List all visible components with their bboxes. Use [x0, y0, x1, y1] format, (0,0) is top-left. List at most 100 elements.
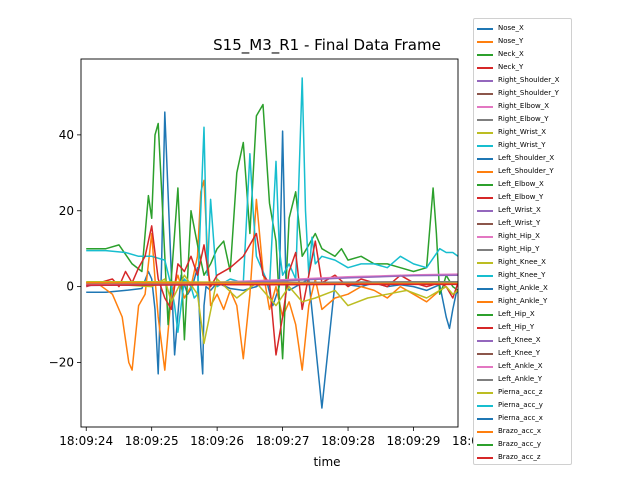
- legend-label: Right_Ankle_X: [498, 284, 548, 292]
- legend-label: Right_Shoulder_X: [498, 76, 560, 84]
- series-line-brazo-acc-z: [85, 225, 458, 356]
- legend-item: Right_Shoulder_Y: [474, 87, 573, 100]
- y-tick-label: 0: [66, 280, 74, 294]
- series-line-brazo-acc-x: [86, 179, 458, 371]
- legend-item: Left_Ankle_X: [474, 360, 573, 373]
- legend-label: Left_Ankle_X: [498, 362, 543, 370]
- legend-item: Brazo_acc_y: [474, 438, 573, 451]
- legend-item: Neck_X: [474, 48, 573, 61]
- legend-item: Right_Knee_Y: [474, 269, 573, 282]
- legend-item: Left_Wrist_Y: [474, 217, 573, 230]
- legend-item: Right_Hip_X: [474, 230, 573, 243]
- legend-swatch: [477, 171, 493, 173]
- legend-label: Left_Wrist_Y: [498, 219, 541, 227]
- legend-item: Left_Wrist_X: [474, 204, 573, 217]
- legend-label: Left_Knee_Y: [498, 349, 541, 357]
- legend-item: Left_Knee_Y: [474, 347, 573, 360]
- x-tick-label: 18:09:27: [256, 434, 310, 448]
- y-tick-label: 40: [59, 128, 74, 142]
- legend-item: Right_Wrist_X: [474, 126, 573, 139]
- legend-label: Left_Knee_X: [498, 336, 541, 344]
- legend-label: Right_Elbow_X: [498, 102, 550, 110]
- series-line-pierna-acc-x: [86, 111, 458, 409]
- legend-item: Right_Hip_Y: [474, 243, 573, 256]
- legend-label: Pierna_acc_z: [498, 388, 543, 396]
- legend-swatch: [477, 314, 493, 316]
- y-tick-label: −20: [49, 356, 74, 370]
- x-tick-label: 18:09:24: [59, 434, 113, 448]
- legend-label: Right_Knee_X: [498, 258, 546, 266]
- legend-label: Brazo_acc_x: [498, 427, 542, 435]
- legend-swatch: [477, 236, 493, 238]
- x-tick-label: 18:09:28: [321, 434, 375, 448]
- series-lines: [85, 77, 458, 409]
- legend-swatch: [477, 93, 493, 95]
- y-axis: −20 0 20 40: [49, 128, 81, 370]
- legend-item: Left_Elbow_Y: [474, 191, 573, 204]
- legend-swatch: [477, 145, 493, 147]
- legend-swatch: [477, 132, 493, 134]
- legend-swatch: [477, 41, 493, 43]
- legend-swatch: [477, 197, 493, 199]
- legend-item: Brazo_acc_x: [474, 425, 573, 438]
- legend-swatch: [477, 392, 493, 394]
- legend-swatch: [477, 158, 493, 160]
- legend-swatch: [477, 457, 493, 459]
- x-tick-label: 18:09:25: [125, 434, 179, 448]
- legend-swatch: [477, 210, 493, 212]
- series-line-left-shoulder-y: [86, 282, 458, 285]
- legend: Nose_X Nose_Y Neck_X Neck_Y Right_Shoulder_X…: [473, 18, 572, 465]
- legend-label: Left_Ankle_Y: [498, 375, 542, 383]
- legend-swatch: [477, 184, 493, 186]
- legend-label: Right_Shoulder_Y: [498, 89, 559, 97]
- legend-swatch: [477, 379, 493, 381]
- legend-swatch: [477, 67, 493, 69]
- legend-swatch: [477, 418, 493, 420]
- legend-label: Left_Hip_Y: [498, 323, 535, 331]
- legend-item: Right_Knee_X: [474, 256, 573, 269]
- legend-item: Right_Ankle_Y: [474, 295, 573, 308]
- legend-label: Nose_X: [498, 24, 524, 32]
- x-axis-label: time: [313, 455, 340, 469]
- legend-swatch: [477, 353, 493, 355]
- legend-swatch: [477, 54, 493, 56]
- legend-label: Right_Elbow_Y: [498, 115, 549, 123]
- legend-label: Nose_Y: [498, 37, 524, 45]
- series-line-pierna-acc-z: [86, 274, 458, 345]
- legend-label: Pierna_acc_y: [498, 401, 543, 409]
- legend-item: Right_Wrist_Y: [474, 139, 573, 152]
- legend-swatch: [477, 366, 493, 368]
- y-tick-label: 20: [59, 204, 74, 218]
- x-axis: 18:09:24 18:09:25 18:09:26 18:09:27 18:09:28…: [59, 427, 506, 448]
- legend-item: Neck_Y: [474, 61, 573, 74]
- legend-swatch: [477, 431, 493, 433]
- legend-label: Left_Shoulder_X: [498, 154, 555, 162]
- legend-label: Right_Wrist_Y: [498, 141, 546, 149]
- legend-swatch: [477, 28, 493, 30]
- legend-swatch: [477, 223, 493, 225]
- legend-label: Right_Knee_Y: [498, 271, 546, 279]
- legend-item: Right_Elbow_Y: [474, 113, 573, 126]
- legend-item: Pierna_acc_x: [474, 412, 573, 425]
- legend-item: Left_Hip_Y: [474, 321, 573, 334]
- legend-swatch: [477, 119, 493, 121]
- legend-item: Brazo_acc_z: [474, 451, 573, 464]
- legend-label: Right_Ankle_Y: [498, 297, 548, 305]
- legend-item: Nose_Y: [474, 35, 573, 48]
- legend-item: Left_Ankle_Y: [474, 373, 573, 386]
- legend-label: Right_Hip_X: [498, 232, 540, 240]
- legend-swatch: [477, 444, 493, 446]
- legend-label: Left_Shoulder_Y: [498, 167, 554, 175]
- legend-swatch: [477, 327, 493, 329]
- legend-swatch: [477, 288, 493, 290]
- legend-label: Neck_Y: [498, 63, 524, 71]
- legend-label: Left_Wrist_X: [498, 206, 541, 214]
- legend-swatch: [477, 405, 493, 407]
- legend-label: Brazo_acc_y: [498, 440, 542, 448]
- legend-item: Pierna_acc_z: [474, 386, 573, 399]
- series-line-brazo-acc-y: [86, 103, 458, 360]
- legend-swatch: [477, 301, 493, 303]
- legend-item: Right_Ankle_X: [474, 282, 573, 295]
- x-tick-label: 18:09:26: [190, 434, 244, 448]
